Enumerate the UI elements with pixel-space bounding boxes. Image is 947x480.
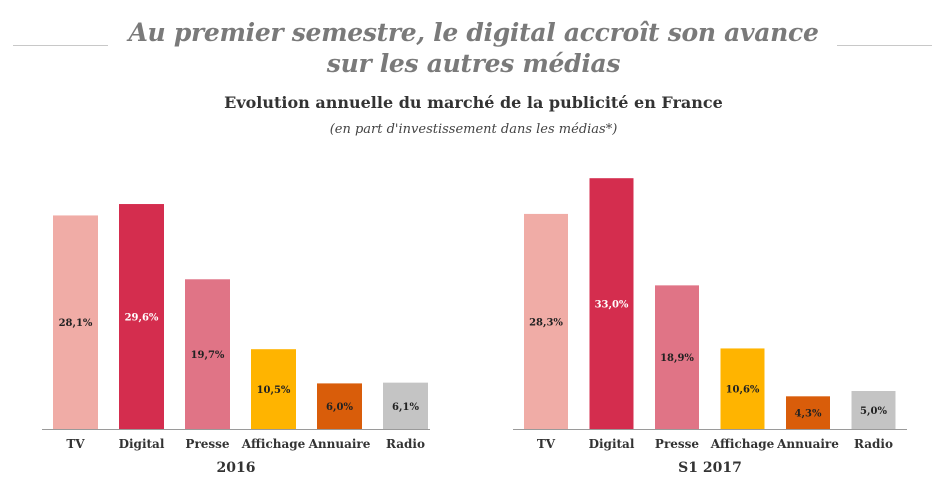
bar-s1-2017-radio (851, 391, 896, 429)
bar-2016-affichage (251, 349, 296, 429)
bar-s1-2017-digital (589, 178, 634, 429)
x-tick-label-s1-2017-tv: TV (537, 437, 556, 451)
x-tick-label-2016-presse: Presse (185, 437, 229, 451)
title-rule-right (837, 45, 932, 46)
x-tick-label-s1-2017-digital: Digital (589, 437, 635, 451)
bar-2016-radio (383, 382, 428, 429)
title-rule-left (13, 45, 108, 46)
bar-value-label-s1-2017-radio: 5,0% (860, 406, 887, 417)
bar-chart-s1-2017: 28,3% TV 33,0% Digital 18,9% Presse 10,6% Affic… (513, 178, 907, 476)
x-tick-label-2016-tv: TV (66, 437, 85, 451)
bar-s1-2017-annuaire (786, 396, 830, 429)
x-tick-label-s1-2017-radio: Radio (854, 437, 893, 451)
page-title: Au premier semestre, le digital accroît … (128, 18, 819, 78)
bar-s1-2017-tv (524, 213, 568, 429)
bar-value-label-2016-annuaire: 6,0% (326, 402, 353, 413)
x-tick-label-2016-digital: Digital (119, 437, 165, 451)
bar-value-label-s1-2017-annuaire: 4,3% (795, 409, 822, 420)
x-tick-label-2016-affichage: Affichage (241, 437, 306, 451)
bar-value-label-2016-presse: 19,7% (191, 350, 225, 361)
bar-2016-presse (185, 279, 230, 429)
x-tick-label-s1-2017-annuaire: Annuaire (776, 437, 839, 451)
bar-value-label-2016-affichage: 10,5% (257, 385, 291, 396)
x-tick-label-2016-annuaire: Annuaire (308, 437, 371, 451)
bar-value-label-2016-tv: 28,1% (59, 318, 93, 329)
bar-2016-tv (53, 215, 98, 429)
bar-value-label-s1-2017-tv: 28,3% (529, 317, 563, 328)
bar-s1-2017-affichage (720, 348, 765, 429)
bar-chart-2016: 28,1% TV 29,6% Digital 19,7% Presse 10,5% Affic… (42, 204, 430, 476)
chart-subtitle: Evolution annuelle du marché de la publi… (224, 93, 723, 112)
bar-s1-2017-presse (655, 285, 699, 429)
bar-value-label-2016-radio: 6,1% (392, 402, 419, 413)
bar-2016-digital (119, 204, 164, 429)
x-tick-label-2016-radio: Radio (386, 437, 425, 451)
bar-value-label-2016-digital: 29,6% (125, 313, 159, 324)
bar-value-label-s1-2017-affichage: 10,6% (726, 385, 760, 396)
bar-2016-annuaire (317, 383, 362, 429)
x-tick-label-s1-2017-affichage: Affichage (710, 437, 775, 451)
x-tick-label-s1-2017-presse: Presse (655, 437, 699, 451)
chart-note: (en part d'investissement dans les média… (329, 122, 618, 137)
x-axis-title-s1-2017: S1 2017 (678, 460, 742, 476)
bar-value-label-s1-2017-digital: 33,0% (595, 300, 629, 311)
bar-value-label-s1-2017-presse: 18,9% (660, 353, 694, 364)
x-axis-title-2016: 2016 (217, 460, 256, 476)
